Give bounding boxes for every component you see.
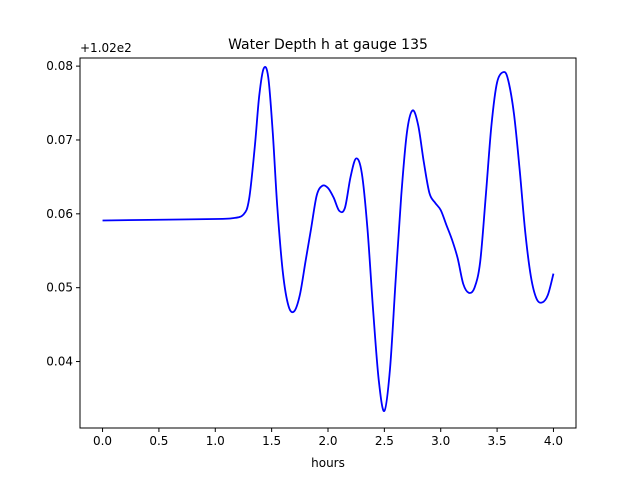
x-axis-label: hours — [311, 456, 345, 470]
y-tick-label: 0.04 — [46, 355, 73, 369]
y-tick-label: 0.05 — [46, 281, 73, 295]
data-series-group — [102, 66, 555, 412]
x-tick-label: 3.5 — [488, 434, 507, 448]
x-tick-label: 0.0 — [93, 434, 112, 448]
x-tick-label: 1.0 — [206, 434, 225, 448]
x-tick-label: 1.5 — [262, 434, 281, 448]
x-tick-label: 2.5 — [375, 434, 394, 448]
x-tick-label: 2.0 — [318, 434, 337, 448]
y-tick-label: 0.07 — [46, 133, 73, 147]
x-tick-label: 0.5 — [149, 434, 168, 448]
x-tick-label: 3.0 — [431, 434, 450, 448]
x-tick-label: 4.0 — [544, 434, 563, 448]
y-tick-label: 0.08 — [46, 59, 73, 73]
chart-title: Water Depth h at gauge 135 — [228, 37, 428, 53]
y-tick-label: 0.06 — [46, 207, 73, 221]
series-line — [102, 66, 555, 412]
y-axis-offset-text: +1.02e2 — [80, 41, 132, 55]
axis-ticks-group: 0.0 0.5 1.0 1.5 2.0 2.5 3.0 3.5 4.0 0.04 0.05 0.06 0… — [46, 59, 563, 448]
plot-area-frame — [79, 57, 577, 429]
